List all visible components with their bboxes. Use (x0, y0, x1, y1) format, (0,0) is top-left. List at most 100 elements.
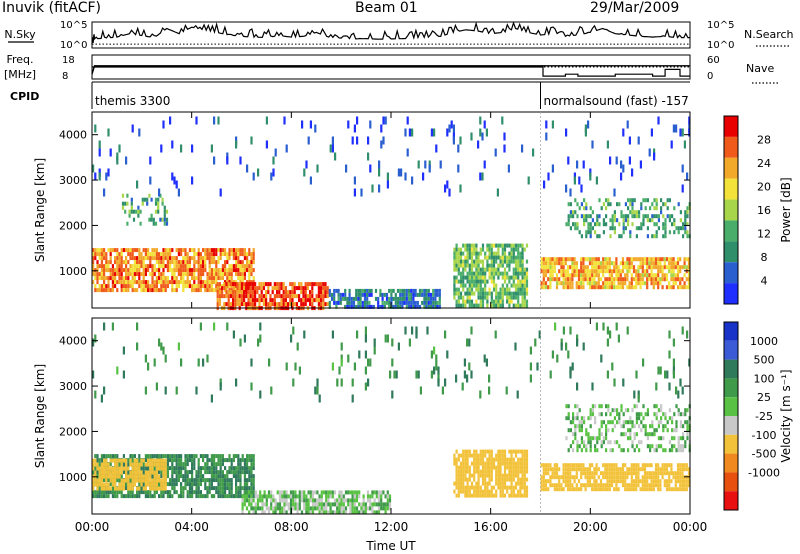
heatmap-cell (298, 490, 301, 495)
heatmap-cell (237, 478, 240, 483)
heatmap-cell (464, 291, 467, 296)
heatmap-cell (488, 493, 491, 498)
heatmap-cell (453, 453, 456, 458)
heatmap-cell (274, 510, 277, 515)
heatmap-cell (169, 494, 172, 499)
heatmap-cell (470, 291, 474, 296)
heatmap-cell (591, 408, 594, 413)
heatmap-cell (470, 247, 474, 252)
heatmap-cell (589, 214, 592, 219)
heatmap-cell (195, 252, 198, 257)
heatmap-cell (228, 276, 231, 281)
heatmap-cell (627, 408, 630, 413)
heatmap-cell (109, 478, 112, 483)
heatmap-cell (584, 257, 587, 262)
heatmap-cell (127, 482, 130, 487)
heatmap-cell (650, 128, 653, 137)
heatmap-cell (272, 156, 275, 165)
heatmap-cell (385, 300, 389, 305)
heatmap-cell (630, 257, 633, 262)
heatmap-cell (204, 260, 207, 265)
heatmap-cell (324, 282, 327, 287)
heatmap-cell (523, 299, 526, 304)
heatmap-cell (118, 256, 121, 261)
heatmap-cell (225, 286, 228, 291)
heatmap-cell (466, 493, 469, 498)
heatmap-cell (372, 304, 375, 309)
heatmap-cell (668, 285, 671, 290)
colorbar-segment (724, 262, 738, 284)
heatmap-cell (585, 432, 588, 437)
heatmap-cell (139, 221, 142, 226)
heatmap-cell (225, 294, 228, 299)
heatmap-cell (641, 281, 644, 286)
heatmap-cell (232, 256, 235, 261)
heatmap-cell (366, 304, 369, 309)
heatmap-cell (584, 128, 587, 137)
heatmap-cell (490, 263, 493, 268)
heatmap-cell (580, 273, 583, 278)
heatmap-cell (555, 475, 559, 480)
heatmap-cell (679, 277, 682, 282)
heatmap-cell (230, 268, 233, 273)
heatmap-cell (617, 285, 620, 290)
heatmap-cell (320, 286, 323, 291)
heatmap-cell (149, 474, 152, 479)
heatmap-cell (175, 180, 178, 189)
heatmap-cell (577, 273, 581, 278)
heatmap-cell (600, 354, 603, 363)
heatmap-cell (120, 494, 123, 499)
heatmap-cell (169, 482, 172, 487)
heatmap-cell (271, 302, 274, 307)
heatmap-cell (462, 457, 465, 462)
heatmap-cell (668, 230, 671, 235)
heatmap-cell (243, 286, 246, 291)
heatmap-cell (243, 458, 246, 463)
heatmap-cell (258, 286, 261, 291)
heatmap-cell (466, 449, 469, 454)
heatmap-cell (495, 493, 498, 498)
heatmap-cell (517, 299, 520, 304)
heatmap-cell (325, 506, 328, 511)
heatmap-cell (230, 462, 233, 467)
heatmap-cell (122, 470, 125, 475)
heatmap-cell (564, 475, 567, 480)
heatmap-cell (160, 280, 163, 285)
heatmap-cell (514, 263, 518, 268)
heatmap-cell (686, 424, 689, 429)
heatmap-cell (109, 458, 112, 463)
heatmap-cell (336, 510, 339, 515)
heatmap-cell (197, 252, 200, 257)
heatmap-cell (300, 510, 304, 515)
heatmap-cell (589, 412, 592, 417)
heatmap-cell (462, 453, 465, 458)
heatmap-cell (651, 234, 654, 239)
heatmap-cell (470, 303, 474, 308)
heatmap-cell (347, 354, 350, 363)
heatmap-cell (147, 248, 150, 253)
heatmap-cell (151, 454, 154, 459)
heatmap-cell (224, 260, 227, 265)
heatmap-cell (664, 222, 667, 227)
heatmap-cell (475, 457, 478, 462)
heatmap-cell (481, 461, 485, 466)
heatmap-cell (188, 482, 191, 487)
heatmap-cell (191, 284, 194, 289)
heatmap-cell (544, 483, 548, 488)
heatmap-cell (353, 124, 356, 133)
heatmap-cell (219, 486, 222, 491)
heatmap-cell (374, 288, 378, 293)
heatmap-cell (488, 271, 491, 276)
heatmap-cell (331, 502, 334, 507)
heatmap-cell (462, 283, 465, 288)
heatmap-cell (226, 256, 229, 261)
heatmap-cell (96, 248, 99, 253)
heatmap-cell (171, 172, 174, 181)
heatmap-cell (158, 272, 161, 277)
heatmap-cell (638, 440, 641, 445)
heatmap-cell (256, 290, 259, 295)
heatmap-cell (593, 483, 596, 488)
heatmap-cell (276, 290, 279, 295)
heatmap-cell (302, 286, 305, 291)
heatmap-cell (512, 291, 515, 296)
